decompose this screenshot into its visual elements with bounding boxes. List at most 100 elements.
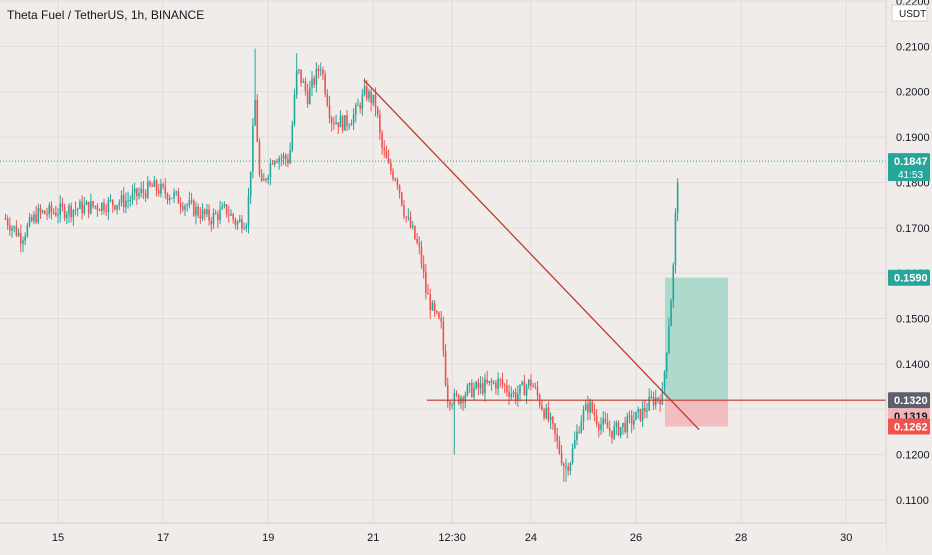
candle[interactable] <box>595 409 598 428</box>
candle[interactable] <box>122 186 125 214</box>
candle[interactable] <box>624 416 626 434</box>
candle[interactable] <box>33 211 35 225</box>
candle[interactable] <box>346 110 348 132</box>
candle[interactable] <box>665 352 668 380</box>
candle[interactable] <box>30 214 33 223</box>
candle[interactable] <box>628 410 631 424</box>
candle[interactable] <box>101 202 103 215</box>
price-scale[interactable]: 0.22000.21000.20000.19000.18000.17000.16… <box>885 0 932 550</box>
candle[interactable] <box>188 191 191 209</box>
candle[interactable] <box>630 410 633 434</box>
candle[interactable] <box>455 390 458 398</box>
candle[interactable] <box>284 153 287 167</box>
candle[interactable] <box>227 205 230 223</box>
candle[interactable] <box>309 80 311 105</box>
candle[interactable] <box>291 120 294 153</box>
candle[interactable] <box>344 115 346 131</box>
candle[interactable] <box>111 199 114 214</box>
candle[interactable] <box>186 202 188 212</box>
candle[interactable] <box>59 195 62 223</box>
candle[interactable] <box>300 69 302 87</box>
candle[interactable] <box>63 203 66 222</box>
candle[interactable] <box>287 153 289 168</box>
candle[interactable] <box>173 188 175 203</box>
candle[interactable] <box>144 189 147 202</box>
candle[interactable] <box>293 88 296 127</box>
candle[interactable] <box>390 159 392 175</box>
candle[interactable] <box>676 178 679 222</box>
candle[interactable] <box>98 208 101 212</box>
candle[interactable] <box>96 203 99 217</box>
candle[interactable] <box>243 222 245 230</box>
candle[interactable] <box>639 408 642 423</box>
candle[interactable] <box>28 213 31 228</box>
candle[interactable] <box>433 299 436 317</box>
candle[interactable] <box>600 417 602 435</box>
candle[interactable] <box>523 374 526 396</box>
candle[interactable] <box>267 174 270 185</box>
candle[interactable] <box>15 220 18 237</box>
candle[interactable] <box>61 197 64 212</box>
candle[interactable] <box>457 393 460 406</box>
candle[interactable] <box>582 405 585 431</box>
candle[interactable] <box>361 88 364 116</box>
candle[interactable] <box>146 175 149 200</box>
candle[interactable] <box>83 197 86 216</box>
candle[interactable] <box>541 399 543 411</box>
candle[interactable] <box>26 222 29 238</box>
candle[interactable] <box>545 403 548 420</box>
candle[interactable] <box>85 200 88 206</box>
candle[interactable] <box>635 411 637 421</box>
candle[interactable] <box>350 119 353 126</box>
candle[interactable] <box>70 202 72 223</box>
candle[interactable] <box>425 264 427 300</box>
candle[interactable] <box>354 102 357 123</box>
candle[interactable] <box>519 384 521 402</box>
candle[interactable] <box>319 62 322 77</box>
candle[interactable] <box>591 399 594 414</box>
candle[interactable] <box>501 372 504 389</box>
candle[interactable] <box>427 284 429 295</box>
candle[interactable] <box>481 376 484 396</box>
candle[interactable] <box>184 203 186 217</box>
candle[interactable] <box>114 204 116 211</box>
candle[interactable] <box>392 168 394 182</box>
candle[interactable] <box>155 178 158 197</box>
candle[interactable] <box>201 203 204 221</box>
candle[interactable] <box>92 200 94 209</box>
candle[interactable] <box>514 387 517 405</box>
candle[interactable] <box>192 198 195 217</box>
candle[interactable] <box>405 215 407 223</box>
candle[interactable] <box>282 152 285 165</box>
candle[interactable] <box>118 199 121 211</box>
candle[interactable] <box>140 181 143 198</box>
candle[interactable] <box>131 184 134 205</box>
candle[interactable] <box>352 108 355 131</box>
candle[interactable] <box>289 142 291 165</box>
candle[interactable] <box>613 420 615 441</box>
candle[interactable] <box>626 412 629 439</box>
candle[interactable] <box>471 379 473 398</box>
candle[interactable] <box>22 236 24 253</box>
candle[interactable] <box>164 178 167 199</box>
candle[interactable] <box>149 180 151 188</box>
candle[interactable] <box>670 298 672 327</box>
candle[interactable] <box>468 382 471 393</box>
candle[interactable] <box>46 207 48 220</box>
candle[interactable] <box>298 68 300 75</box>
candle[interactable] <box>252 118 254 179</box>
candle[interactable] <box>278 155 280 170</box>
candle[interactable] <box>142 180 145 200</box>
candle[interactable] <box>17 228 20 238</box>
candle[interactable] <box>348 123 351 130</box>
candle[interactable] <box>376 105 379 118</box>
candle[interactable] <box>254 48 256 126</box>
candle[interactable] <box>339 110 342 128</box>
candle[interactable] <box>385 145 388 159</box>
candle[interactable] <box>236 219 239 230</box>
candle[interactable] <box>258 138 261 178</box>
candle[interactable] <box>136 187 138 205</box>
candle[interactable] <box>567 462 569 476</box>
candle[interactable] <box>197 203 199 219</box>
candle[interactable] <box>153 175 156 188</box>
